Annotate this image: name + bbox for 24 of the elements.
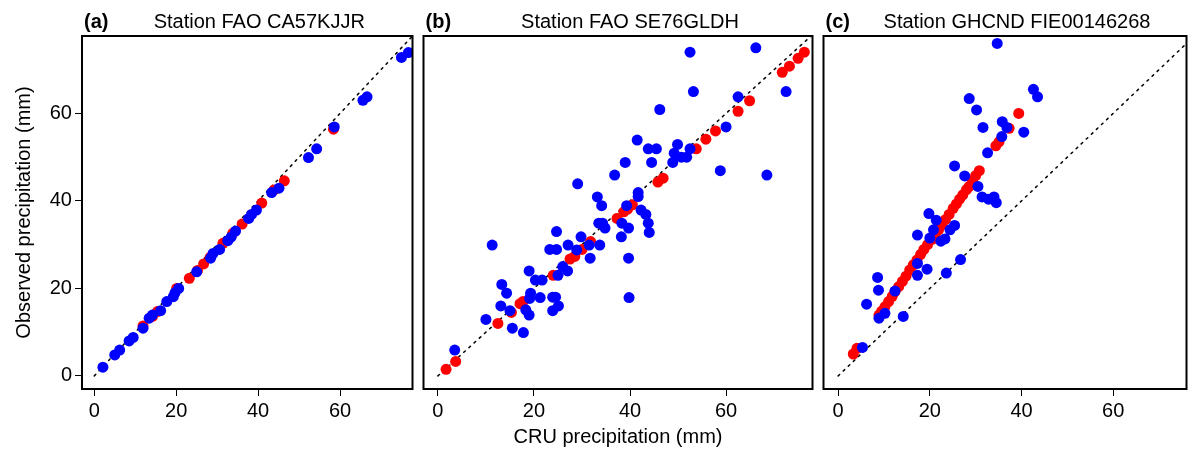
y-axis-title: Observed precipitation (mm)	[11, 86, 34, 339]
x-axis-title: CRU precipitation (mm)	[513, 424, 723, 447]
y-tick-label: 40	[49, 188, 72, 211]
text: (c)	[825, 9, 850, 32]
x-tick-label: 40	[246, 398, 270, 421]
x-tick-label: 20	[918, 398, 941, 421]
text: (b)	[425, 9, 452, 32]
chart-title: Station GHCND FIE00146268	[883, 9, 1151, 32]
x-tick-label: 20	[522, 398, 546, 421]
chart-title: Station FAO CA57KJJR	[153, 9, 365, 32]
chart-title: Station FAO SE76GLDH	[521, 9, 739, 32]
x-tick-label: 0	[88, 398, 100, 421]
x-tick-label: 60	[714, 398, 738, 421]
x-tick-label: 60	[1102, 398, 1125, 421]
x-tick-label: 40	[1010, 398, 1033, 421]
y-tick-label: 0	[60, 363, 72, 386]
x-tick-label: 40	[618, 398, 642, 421]
text: (a)	[84, 9, 109, 32]
x-tick-label: 20	[165, 398, 188, 421]
x-tick-label: 60	[328, 398, 352, 421]
y-tick-label: 60	[49, 100, 72, 123]
x-tick-label: 0	[432, 398, 444, 421]
x-tick-label: 0	[832, 398, 844, 421]
y-tick-label: 20	[49, 275, 72, 298]
